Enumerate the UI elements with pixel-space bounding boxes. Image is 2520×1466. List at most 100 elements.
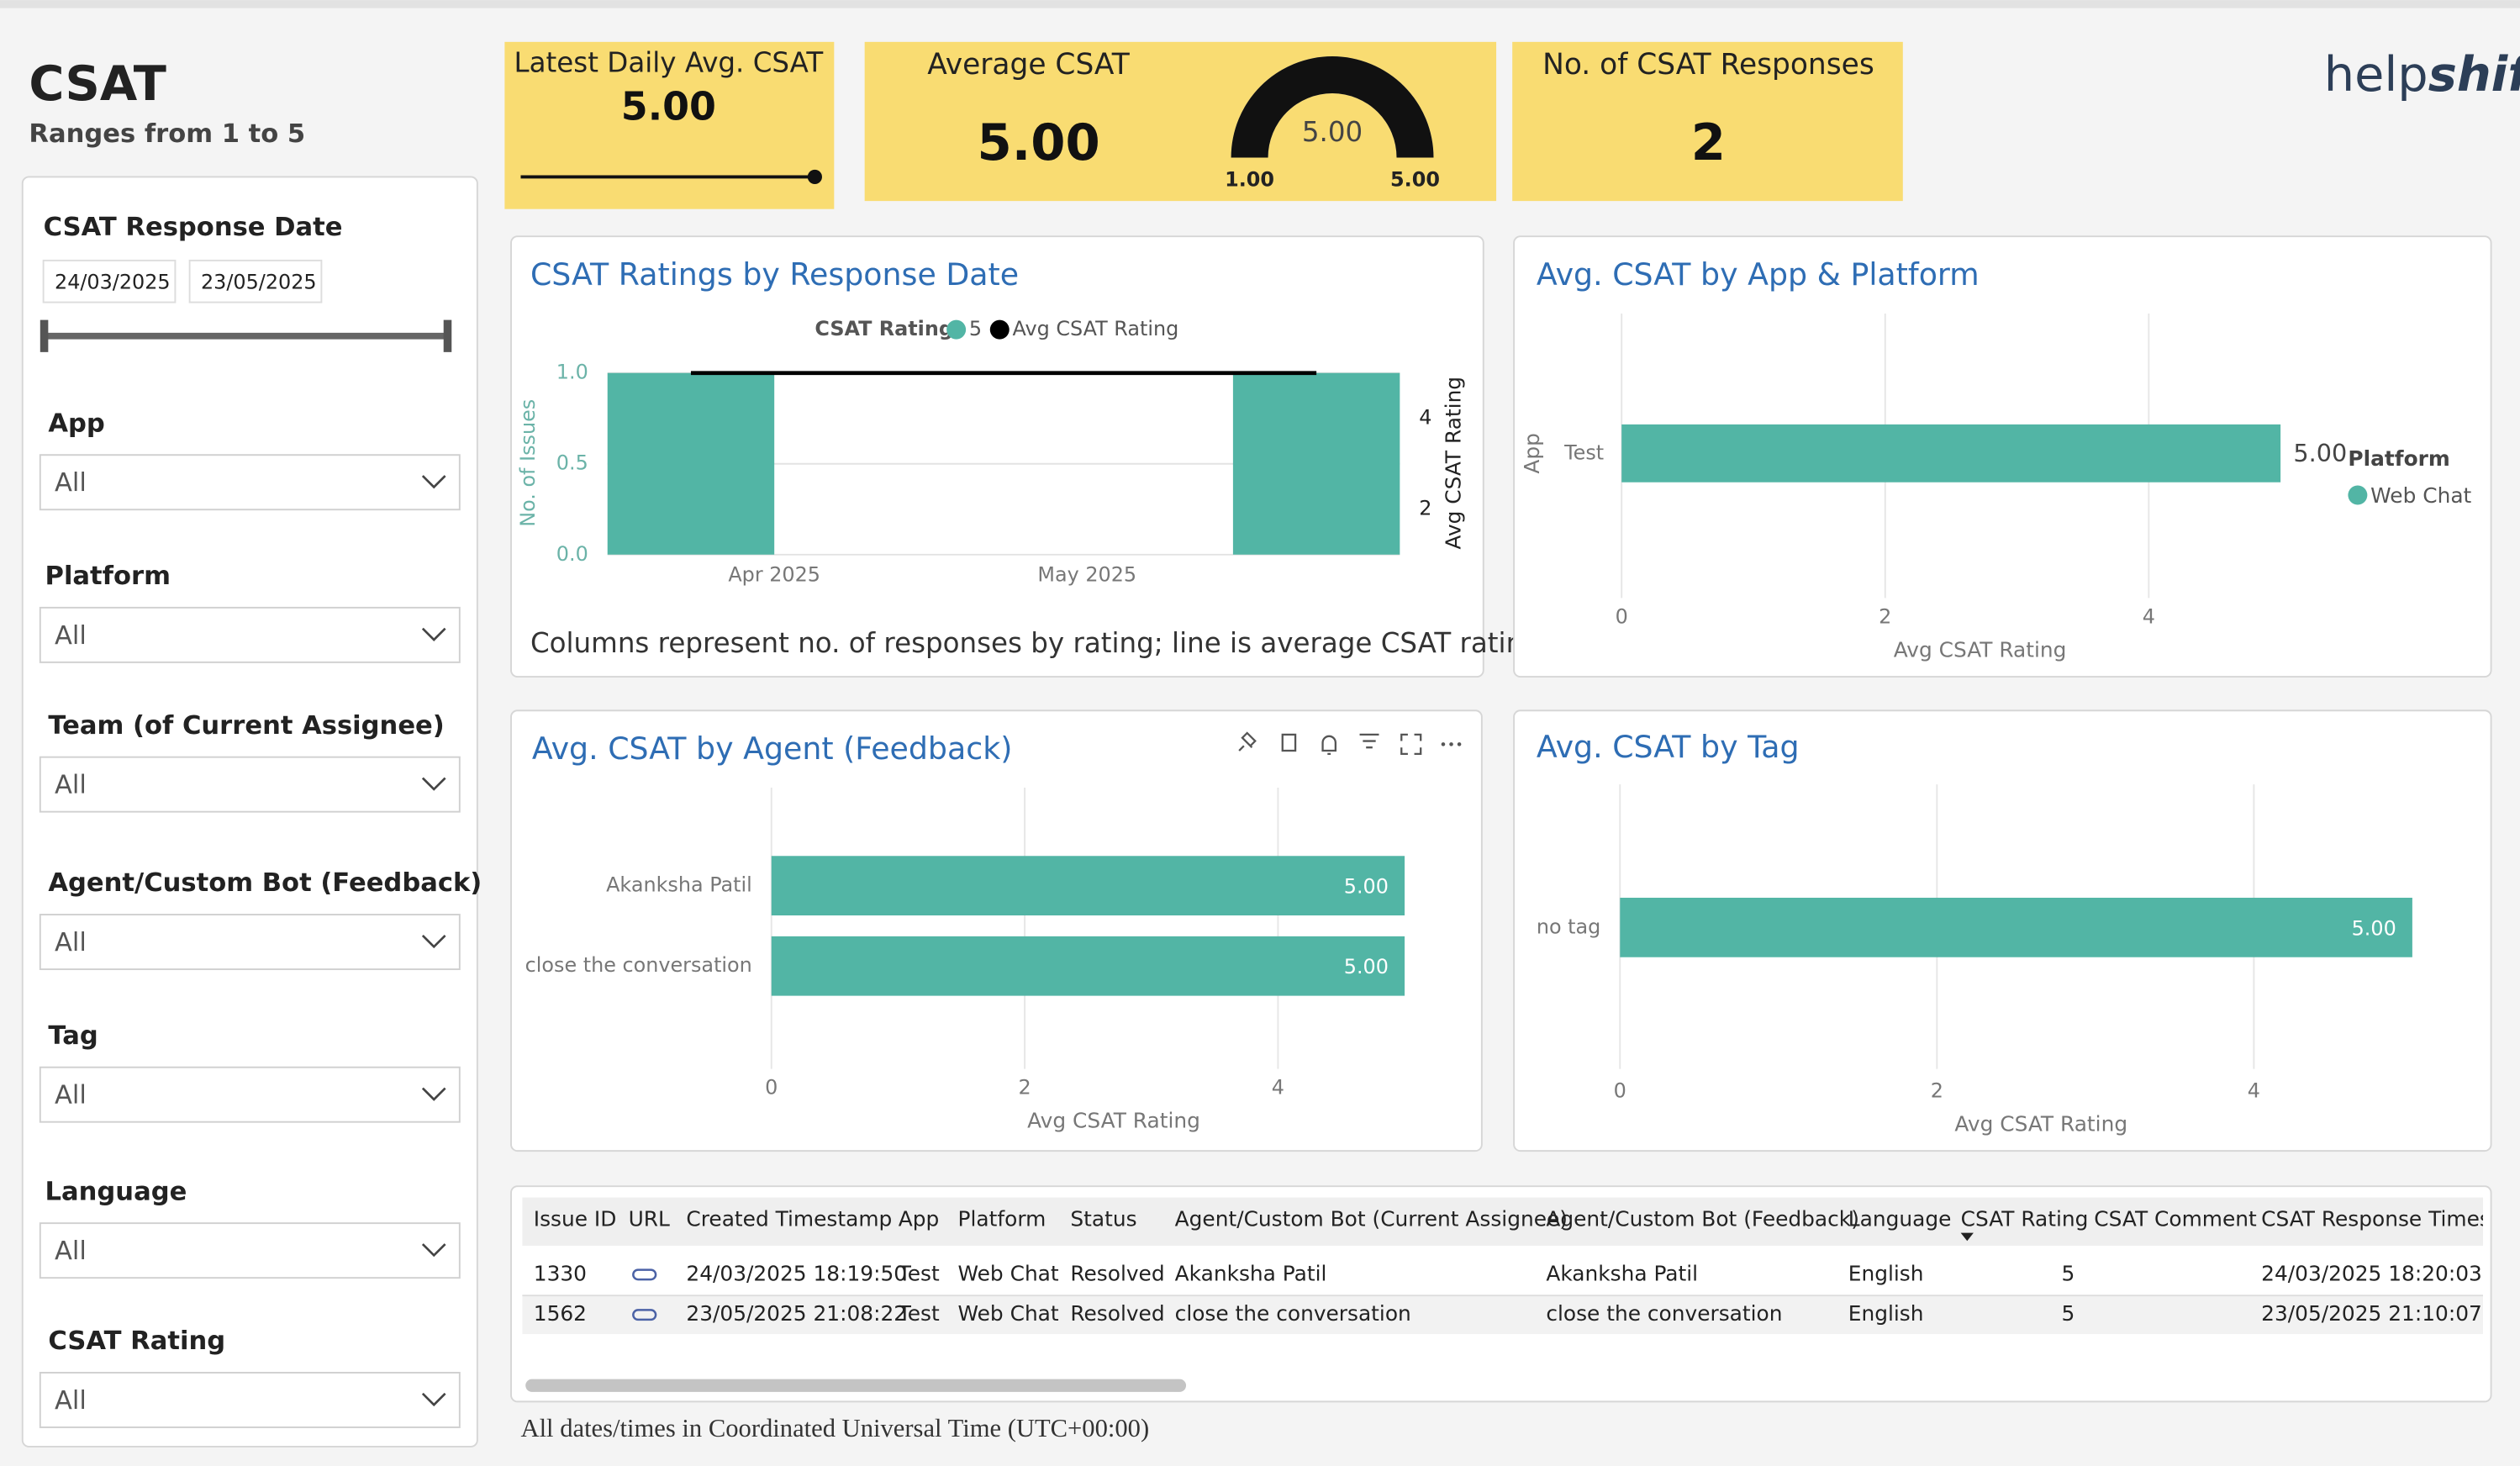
table-cell: Web Chat [958, 1261, 1059, 1285]
y-axis-label: No. of Issues [516, 399, 540, 527]
table-cell: Akanksha Patil [1546, 1261, 1698, 1285]
logo-bold: shift [2428, 46, 2520, 103]
x-tick-label: 0 [1616, 604, 1628, 628]
slider-handle[interactable] [443, 319, 452, 352]
kpi-value: 2 [1691, 113, 1726, 171]
dropdown[interactable] [39, 606, 461, 663]
chart-title: CSAT Ratings by Response Date [530, 256, 1019, 293]
legend-label: Avg CSAT Rating [1013, 317, 1179, 340]
filter-label: CSAT Response Date [44, 213, 343, 242]
y-tick-label: 1.0 [556, 361, 588, 384]
bell-icon[interactable] [1321, 735, 1337, 756]
table-cell: English [1848, 1261, 1924, 1285]
column-header: CSAT Comment [2094, 1206, 2257, 1231]
dropdown-value: All [55, 1237, 87, 1266]
dropdown[interactable] [39, 454, 461, 511]
table-cell: close the conversation [1546, 1301, 1782, 1326]
x-tick-label: 2 [1931, 1078, 1943, 1102]
column-header: App [899, 1206, 940, 1231]
dropdown[interactable] [39, 1372, 461, 1428]
logo-light: help [2324, 46, 2428, 103]
table-cell: 5 [2062, 1261, 2075, 1285]
slider-handle[interactable] [40, 319, 49, 352]
date-input[interactable] [188, 259, 323, 303]
scrollbar[interactable] [525, 1379, 1187, 1392]
footer-note: All dates/times in Coordinated Universal… [520, 1414, 1149, 1442]
date-value: 23/05/2025 [201, 271, 317, 294]
table-cell: English [1848, 1301, 1924, 1326]
data-label: 5.00 [1344, 875, 1389, 899]
chevron [421, 1243, 446, 1258]
x-tick-label: May 2025 [1037, 563, 1136, 587]
table-cell: 23/05/2025 21:08:22 [686, 1301, 907, 1326]
gauge-fill [1231, 56, 1434, 158]
bar [1232, 372, 1400, 555]
gauge-value: 5.00 [1302, 116, 1363, 148]
table-cell: Test [898, 1261, 940, 1285]
focus-icon[interactable] [1400, 733, 1422, 756]
table-cell: 24/03/2025 18:19:50 [686, 1261, 907, 1285]
kpi-value: 5.00 [621, 84, 716, 129]
y2-axis-label: Avg CSAT Rating [1441, 377, 1465, 550]
x-tick-label: 2 [1018, 1076, 1031, 1100]
gauge-max: 5.00 [1390, 167, 1440, 191]
column-header: URL [629, 1206, 670, 1231]
sort-indicator [1960, 1232, 1974, 1242]
link-icon[interactable] [632, 1268, 657, 1281]
dropdown[interactable] [39, 1066, 461, 1123]
filter-label: CSAT Rating [48, 1326, 225, 1356]
bar [607, 372, 775, 555]
more-dot[interactable] [1457, 742, 1462, 746]
x-tick-label: 4 [1272, 1076, 1284, 1100]
x-tick-label: 2 [1879, 604, 1891, 628]
filter-label: Agent/Custom Bot (Feedback) [48, 868, 482, 898]
copy-icon[interactable] [1281, 733, 1297, 752]
dropdown[interactable] [39, 914, 461, 971]
legend-title: Platform [2348, 446, 2449, 471]
legend-title: CSAT Rating [815, 317, 953, 340]
x-tick-label: 4 [2143, 604, 2155, 628]
dropdown[interactable] [39, 1222, 461, 1279]
logo: helpshift [2324, 46, 2520, 103]
column-header: CSAT Rating [1961, 1206, 2089, 1231]
x-axis-label: Avg CSAT Rating [1954, 1112, 2127, 1136]
chevron [421, 1392, 446, 1407]
chart-title: Avg. CSAT by App & Platform [1537, 256, 1980, 293]
chart-note: Columns represent no. of responses by ra… [530, 627, 1541, 659]
x-tick-label: 4 [2248, 1078, 2260, 1102]
date-input[interactable] [42, 259, 177, 303]
dropdown-value: All [55, 468, 87, 498]
column-header: Agent/Custom Bot (Current Assignee) [1175, 1206, 1568, 1231]
bar [771, 936, 1405, 996]
x-axis-label: Avg CSAT Rating [1894, 637, 2067, 662]
table-cell: Test [898, 1301, 940, 1326]
legend-label: Web Chat [2370, 483, 2471, 508]
filter-icon[interactable] [1359, 733, 1379, 749]
x-tick-label: 0 [1614, 1078, 1626, 1102]
dropdown[interactable] [39, 756, 461, 813]
kpi-card [504, 41, 835, 209]
y-tick-label: close the conversation [525, 953, 752, 977]
date-value: 24/03/2025 [55, 271, 171, 294]
filter-label: Team (of Current Assignee) [48, 711, 444, 741]
x-tick-label: Apr 2025 [728, 563, 820, 587]
legend-swatch [946, 319, 967, 340]
more-dot[interactable] [1449, 742, 1453, 746]
column-header: Status [1070, 1206, 1136, 1231]
table: Issue ID URL Created Timestamp App Platform S… [522, 1197, 2484, 1335]
more-dot[interactable] [1441, 742, 1446, 746]
kpi-card [1512, 41, 1903, 202]
link-icon[interactable] [632, 1309, 657, 1321]
kpi-title: Average CSAT [927, 48, 1131, 82]
chart-title: Avg. CSAT by Agent (Feedback) [532, 730, 1013, 767]
kpi-title: No. of CSAT Responses [1542, 48, 1874, 82]
y-tick-label: 0.0 [556, 542, 588, 566]
dropdown-value: All [55, 771, 87, 800]
table-cell: 1562 [534, 1301, 587, 1326]
column-header: Issue ID [534, 1206, 617, 1231]
data-label: 5.00 [2352, 916, 2396, 940]
gauge-min: 1.00 [1225, 167, 1274, 191]
x-tick-label: 0 [765, 1076, 778, 1100]
pin-icon[interactable] [1238, 731, 1257, 751]
